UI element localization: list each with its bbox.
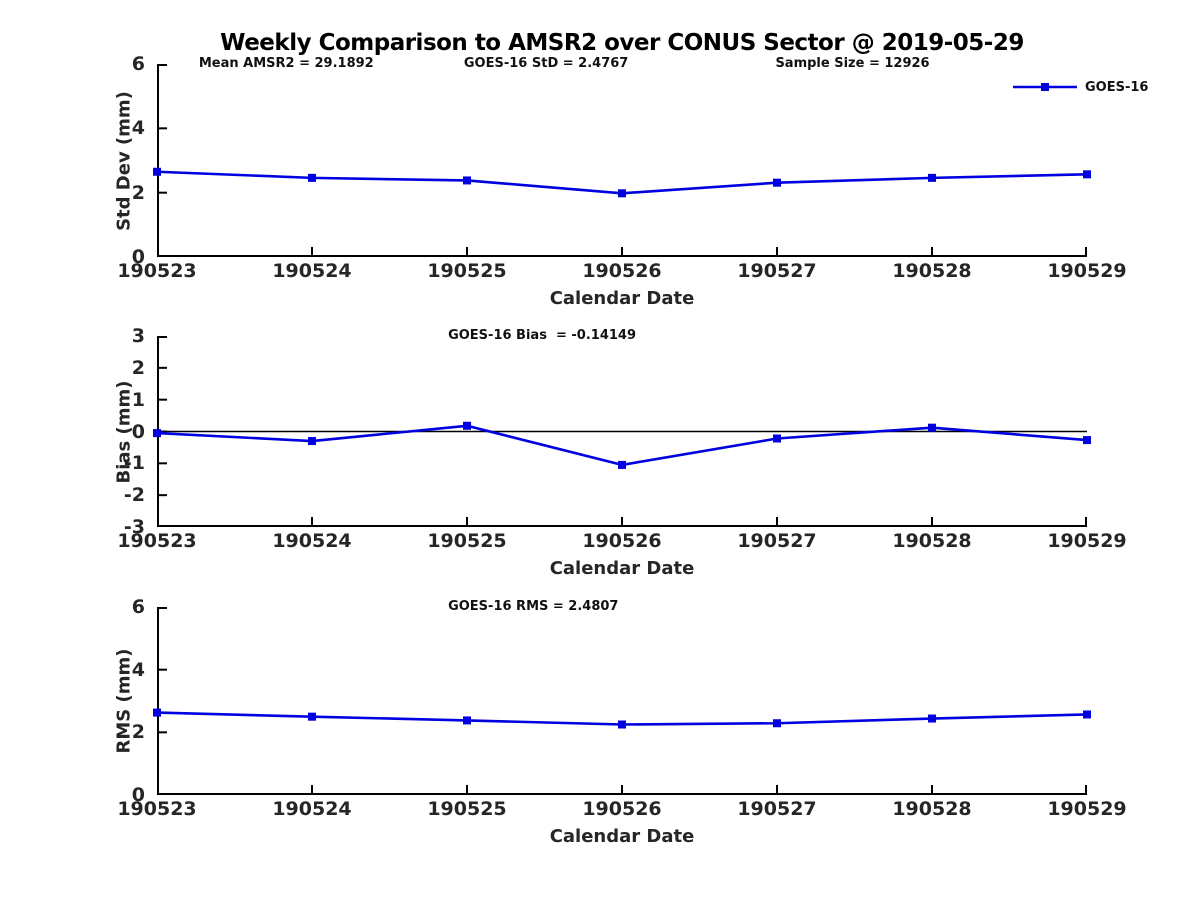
y-tick-label: 3 [131,325,145,347]
x-tick-label: 190527 [737,530,817,552]
x-tick-label: 190525 [427,260,507,282]
x-tick-label: 190526 [582,798,662,820]
y-tick-label: -1 [123,452,145,475]
rms-plot-canvas [153,607,1091,795]
y-tick-label: 4 [131,117,145,140]
x-tick-label: 190528 [892,530,972,552]
x-tick-label: 190529 [1047,530,1127,552]
legend-label: GOES-16 [1085,79,1149,95]
y-tick-label: 0 [131,784,145,806]
annotation-goes16-rms: GOES-16 RMS = 2.4807 [448,599,619,614]
y-tick-label: 6 [131,596,145,618]
x-tick-label: 190524 [272,530,352,552]
y-tick-label: 0 [131,246,145,268]
x-tick-label: 190527 [737,798,817,820]
x-tick-label: 190525 [427,530,507,552]
y-tick-label: -2 [123,484,145,507]
x-tick-label: 190527 [737,260,817,282]
legend: GOES-16 [1013,79,1148,95]
annotation-sample-size: Sample Size = 12926 [775,56,930,71]
stddev-plot: Mean AMSR2 = 29.1892 GOES-16 StD = 2.476… [114,53,1149,309]
stddev-y-axis-label: Std Dev (mm) [113,90,135,231]
legend-line-sample-icon [1013,83,1077,91]
stddev-x-axis-label: Calendar Date [549,288,695,309]
y-tick-label: 0 [131,420,145,443]
x-tick-label: 190528 [892,260,972,282]
annotation-goes16-bias: GOES-16 Bias = -0.14149 [448,328,637,343]
bias-plot: GOES-16 Bias = -0.14149 Bias (mm) Calend… [114,325,1127,579]
x-tick-label: 190523 [117,798,197,820]
rms-x-axis-label: Calendar Date [549,826,695,847]
x-tick-label: 190524 [272,798,352,820]
y-tick-label: 4 [131,658,145,681]
rms-plot: GOES-16 RMS = 2.4807 RMS (mm) Calendar D… [114,596,1127,847]
stddev-plot-canvas [153,64,1091,257]
y-tick-label: 1 [131,388,145,411]
bias-plot-canvas [153,336,1091,527]
y-tick-label: 6 [131,53,145,75]
bias-x-axis-label: Calendar Date [549,558,695,579]
x-tick-label: 190523 [117,530,197,552]
x-tick-label: 190529 [1047,260,1127,282]
y-tick-label: 2 [131,356,145,379]
x-tick-label: 190529 [1047,798,1127,820]
x-tick-label: 190525 [427,798,507,820]
x-tick-label: 190526 [582,260,662,282]
y-tick-label: -3 [123,516,145,538]
x-tick-label: 190528 [892,798,972,820]
annotation-mean-amsr2: Mean AMSR2 = 29.1892 [198,56,374,71]
page-title: Weekly Comparison to AMSR2 over CONUS Se… [220,30,1024,56]
y-tick-label: 2 [131,181,145,204]
annotation-goes16-std: GOES-16 StD = 2.4767 [463,56,629,71]
x-tick-label: 190524 [272,260,352,282]
x-tick-label: 190523 [117,260,197,282]
x-tick-label: 190526 [582,530,662,552]
y-tick-label: 2 [131,721,145,744]
